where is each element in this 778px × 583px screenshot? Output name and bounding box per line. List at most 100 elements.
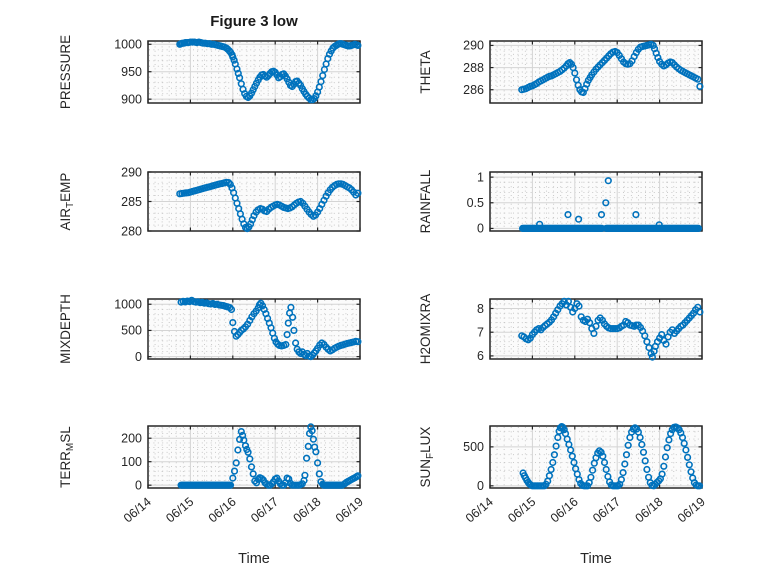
data-points: [176, 38, 362, 104]
tick-marks: [147, 171, 361, 232]
data-points: [519, 423, 704, 490]
plot-area-sun-flux: [490, 426, 702, 488]
data-point-marker: [535, 220, 544, 228]
data-point-marker: [574, 215, 583, 223]
data-point-marker: [592, 322, 600, 330]
y-tick-labels: 00.51: [467, 170, 484, 235]
data-point-marker: [309, 435, 318, 443]
data-point-marker: [575, 476, 583, 484]
data-point-marker: [643, 338, 651, 346]
figure-title: Figure 3 low: [210, 13, 298, 30]
y-tick-label: 285: [121, 195, 142, 209]
data-point-marker: [229, 319, 237, 327]
data-point-marker: [621, 460, 629, 468]
data-point-marker: [307, 423, 315, 431]
y-tick-labels: 6 7 8: [477, 302, 484, 363]
data-point-marker: [290, 326, 298, 335]
y-tick-label: 0.5: [467, 196, 484, 210]
data-point-marker: [226, 180, 234, 188]
data-point-marker: [685, 461, 693, 469]
y-tick-label: 0: [477, 222, 484, 236]
data-point-marker: [587, 473, 595, 481]
data-point-marker: [643, 465, 651, 474]
data-point-marker: [284, 319, 292, 327]
data-point-marker: [301, 471, 309, 479]
data-point-marker: [649, 41, 657, 50]
y-tick-label: 1000: [114, 298, 142, 312]
data-point-marker: [583, 80, 591, 88]
y-axis-label-theta: THETA: [418, 50, 433, 93]
data-point-marker: [655, 221, 663, 229]
y-tick-label: 286: [463, 83, 484, 97]
y-tick-label: 8: [477, 302, 484, 316]
data-point-marker: [237, 428, 245, 436]
data-point-marker: [550, 451, 559, 459]
y-tick-label: 0: [135, 350, 142, 364]
data-point-marker: [226, 481, 235, 489]
x-tick-label: 06/16: [206, 495, 239, 526]
subplot-pressure: 900 950 1000 PRESSURE: [58, 35, 362, 109]
data-point-marker: [597, 211, 606, 219]
subplot-mixdepth: 0 500 1000 MIXDEPTH: [58, 294, 362, 364]
data-point-marker: [571, 69, 579, 77]
y-tick-label: 290: [463, 39, 484, 53]
data-points: [518, 40, 704, 97]
y-tick-label: 500: [121, 324, 142, 338]
y-tick-labels: 0 500: [463, 440, 484, 493]
axes-box: [147, 298, 361, 360]
y-axis-label-h2omixra: H2OMIXRA: [418, 294, 433, 365]
data-point-marker: [230, 56, 238, 64]
data-point-marker: [552, 442, 560, 450]
data-point-marker: [654, 53, 662, 62]
data-point-marker: [639, 448, 648, 456]
x-tick-label: 06/19: [675, 495, 708, 526]
data-point-marker: [570, 458, 578, 467]
x-axis-label-right: Time: [580, 551, 612, 567]
x-tick-label: 06/14: [121, 495, 154, 526]
data-point-marker: [314, 459, 322, 467]
data-point-marker: [585, 319, 594, 327]
data-point-marker: [632, 211, 640, 219]
data-point-marker: [236, 74, 244, 82]
data-point-marker: [566, 58, 574, 67]
axes-box: [489, 40, 703, 104]
y-axis-label-terr-msl: TERRMSL: [58, 426, 76, 488]
y-tick-label: 500: [463, 440, 484, 454]
data-point-marker: [566, 446, 575, 454]
x-tick-label: 06/17: [248, 495, 281, 526]
data-point-marker: [575, 302, 583, 310]
data-point-marker: [636, 433, 644, 442]
data-point-marker: [658, 470, 666, 478]
data-point-marker: [560, 426, 568, 434]
data-point-marker: [258, 302, 267, 310]
data-point-marker: [638, 440, 646, 449]
data-point-marker: [246, 455, 254, 463]
tick-marks: [147, 299, 361, 359]
data-point-marker: [227, 305, 236, 314]
data-point-marker: [658, 331, 666, 339]
data-point-marker: [249, 470, 257, 478]
data-point-marker: [549, 458, 557, 467]
data-point-marker: [240, 220, 248, 228]
data-point-marker: [354, 338, 362, 346]
data-point-marker: [683, 453, 692, 462]
data-point-marker: [315, 470, 323, 478]
data-point-marker: [617, 476, 626, 484]
data-points: [177, 423, 362, 489]
data-point-marker: [554, 433, 562, 442]
x-axis-label-left: Time: [238, 551, 270, 567]
tick-marks: [489, 41, 703, 103]
data-point-marker: [694, 75, 702, 83]
x-tick-label: 06/15: [163, 495, 196, 526]
data-point-marker: [687, 468, 695, 476]
data-points: [176, 178, 362, 233]
data-point-marker: [247, 463, 256, 471]
axes-box: [489, 298, 703, 360]
data-point-marker: [319, 480, 327, 488]
y-tick-label: 1: [477, 170, 484, 184]
data-point-marker: [234, 69, 242, 77]
data-point-marker: [622, 451, 631, 459]
